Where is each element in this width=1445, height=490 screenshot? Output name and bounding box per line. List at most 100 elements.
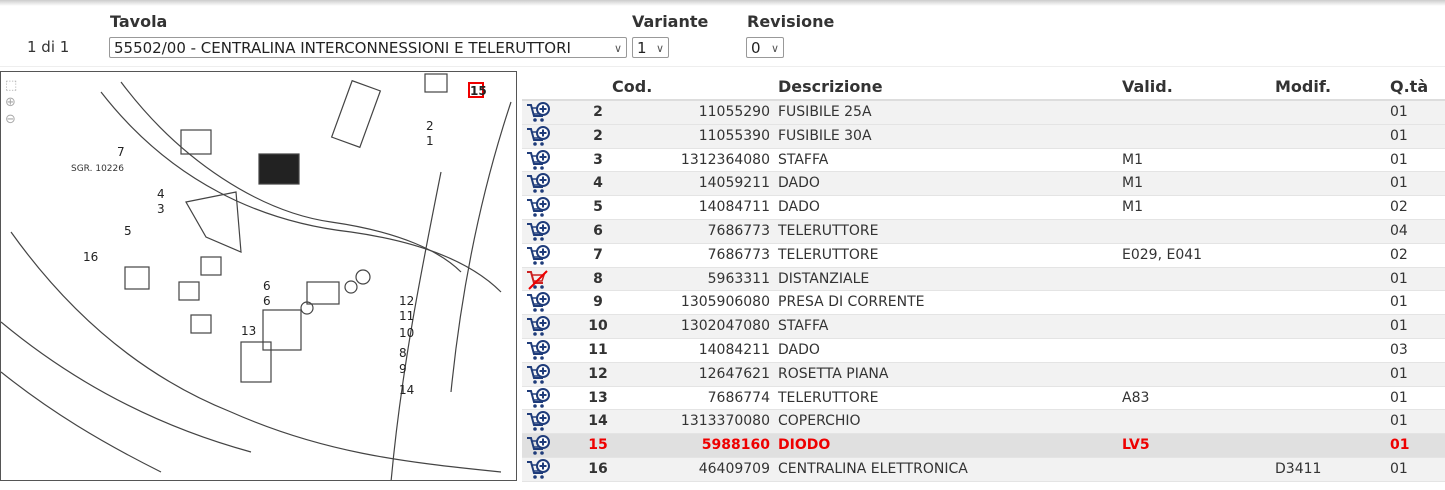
cart-add-icon[interactable] xyxy=(526,435,550,455)
position: 2 xyxy=(593,104,603,120)
part-code: 14084711 xyxy=(698,199,770,216)
cart-add-icon[interactable] xyxy=(526,387,550,408)
part-relay-7 xyxy=(180,129,212,155)
callout-2[interactable]: 2 xyxy=(426,119,434,133)
col-descrizione[interactable]: Descrizione xyxy=(778,77,883,96)
zoom-in-icon[interactable]: ⊕ xyxy=(5,95,16,110)
description: COPERCHIO xyxy=(778,413,861,430)
position: 14 xyxy=(588,413,608,430)
part-code: 5988160 xyxy=(701,437,770,454)
description: PRESA DI CORRENTE xyxy=(778,294,925,311)
callout-11[interactable]: 11 xyxy=(399,309,415,323)
fit-icon[interactable]: ⬚ xyxy=(5,78,18,93)
description: DIODO xyxy=(778,437,831,454)
table-row[interactable]: 8 5963311 DISTANZIALE 01 xyxy=(522,267,1445,292)
callout-7[interactable]: 7 xyxy=(117,145,125,159)
cart-add-icon[interactable] xyxy=(526,197,550,217)
part-code: 7686774 xyxy=(707,389,770,406)
tavola-select[interactable]: 55502/00 - CENTRALINA INTERCONNESSIONI E… xyxy=(109,37,627,58)
callout-13[interactable]: 13 xyxy=(241,324,257,338)
callout-14[interactable]: 14 xyxy=(399,383,415,397)
description: STAFFA xyxy=(778,151,829,168)
col-qta[interactable]: Q.tà xyxy=(1390,77,1429,96)
position: 11 xyxy=(588,341,608,358)
bumper-line xyxy=(1,371,162,473)
quantity: 01 xyxy=(1390,104,1408,120)
cart-add-icon[interactable] xyxy=(526,411,550,432)
hood-line xyxy=(100,91,502,293)
quantity: 01 xyxy=(1390,294,1408,311)
cart-add-icon[interactable] xyxy=(526,125,550,146)
callout-1[interactable]: 1 xyxy=(426,134,434,148)
col-valid[interactable]: Valid. xyxy=(1122,77,1173,96)
col-cod[interactable]: Cod. xyxy=(612,77,653,96)
table-row[interactable]: 11 14084211 DADO 03 xyxy=(522,339,1445,363)
callout-12[interactable]: 12 xyxy=(399,294,415,308)
callout-6[interactable]: 6 xyxy=(263,294,271,308)
zoom-out-icon[interactable]: ⊖ xyxy=(5,112,16,127)
table-row[interactable]: 6 7686773 TELERUTTORE 04 xyxy=(522,219,1445,244)
cart-add-icon[interactable] xyxy=(526,363,550,384)
cart-add-icon[interactable] xyxy=(526,102,550,122)
callout-10[interactable]: 10 xyxy=(399,326,415,340)
part-relay-13 xyxy=(190,314,212,334)
part-code: 7686773 xyxy=(707,222,770,239)
table-row[interactable]: 7 7686773 TELERUTTORE E029, E041 02 xyxy=(522,244,1445,268)
table-row[interactable]: 16 46409709 CENTRALINA ELETTRONICA D3411… xyxy=(522,457,1445,482)
table-row[interactable]: 15 5988160 DIODO LV5 01 xyxy=(522,434,1445,458)
cart-add-icon[interactable] xyxy=(526,244,550,265)
diagram-code: SGR. 10226 xyxy=(71,164,124,174)
bumper-line xyxy=(10,231,502,473)
table-row[interactable]: 3 1312364080 STAFFA M1 01 xyxy=(522,149,1445,173)
variante-value: 1 xyxy=(637,39,647,57)
cart-add-icon[interactable] xyxy=(526,220,550,241)
table-row[interactable]: 10 1302047080 STAFFA 01 xyxy=(522,315,1445,339)
validity: A83 xyxy=(1122,389,1150,406)
table-row[interactable]: 12 12647621 ROSETTA PIANA 01 xyxy=(522,362,1445,387)
chevron-down-icon: ∨ xyxy=(770,42,779,55)
callout-5[interactable]: 5 xyxy=(124,224,132,238)
part-spacer-8 xyxy=(300,301,314,315)
part-relay-16 xyxy=(124,266,150,290)
revisione-select[interactable]: 0 ∨ xyxy=(746,37,784,58)
part-code: 14084211 xyxy=(698,341,770,358)
position: 13 xyxy=(588,389,608,406)
validity: M1 xyxy=(1122,175,1143,192)
callout-3[interactable]: 3 xyxy=(157,202,165,216)
quantity: 01 xyxy=(1390,437,1410,454)
callout-8[interactable]: 8 xyxy=(399,346,407,360)
variante-select[interactable]: 1 ∨ xyxy=(632,37,669,58)
cart-add-icon[interactable] xyxy=(526,149,550,170)
cart-unavailable-icon[interactable] xyxy=(526,269,550,290)
quantity: 01 xyxy=(1390,270,1408,287)
table-row[interactable]: 5 14084711 DADO M1 02 xyxy=(522,196,1445,220)
table-row[interactable]: 4 14059211 DADO M1 01 xyxy=(522,172,1445,197)
quantity: 02 xyxy=(1390,199,1408,216)
table-body: 2 11055290 FUSIBILE 25A 01 2 11055390 FU… xyxy=(522,101,1445,482)
col-modif[interactable]: Modif. xyxy=(1275,77,1332,96)
callout-15[interactable]: 15 xyxy=(470,84,487,98)
callout-16[interactable]: 16 xyxy=(83,250,99,264)
cart-add-icon[interactable] xyxy=(526,316,550,336)
fender-line xyxy=(450,101,512,393)
callout-4[interactable]: 4 xyxy=(157,187,165,201)
part-relay-6a xyxy=(200,256,222,276)
callout-9[interactable]: 9 xyxy=(399,362,407,376)
description: DADO xyxy=(778,341,820,358)
callout-6[interactable]: 6 xyxy=(263,279,271,293)
description: DISTANZIALE xyxy=(778,270,870,287)
part-diode-15 xyxy=(424,73,448,93)
table-row[interactable]: 13 7686774 TELERUTTORE A83 01 xyxy=(522,387,1445,411)
variante-label: Variante xyxy=(632,12,709,31)
table-row[interactable]: 14 1313370080 COPERCHIO 01 xyxy=(522,410,1445,435)
cart-add-icon[interactable] xyxy=(526,458,550,479)
table-row[interactable]: 2 11055390 FUSIBILE 30A 01 xyxy=(522,124,1445,149)
exploded-diagram[interactable]: ⬚ ⊕ ⊖ SGR. 10226 1 2 3 4 5 6 6 7 8 9 10 11 12 13 14 15 1… xyxy=(0,71,517,481)
tavola-label: Tavola xyxy=(110,12,168,31)
table-row[interactable]: 2 11055290 FUSIBILE 25A 01 xyxy=(522,101,1445,125)
cart-add-icon[interactable] xyxy=(526,173,550,194)
table-row[interactable]: 9 1305906080 PRESA DI CORRENTE 01 xyxy=(522,291,1445,316)
cart-add-icon[interactable] xyxy=(526,339,550,360)
cart-add-icon[interactable] xyxy=(526,292,550,313)
revisione-value: 0 xyxy=(751,39,761,57)
